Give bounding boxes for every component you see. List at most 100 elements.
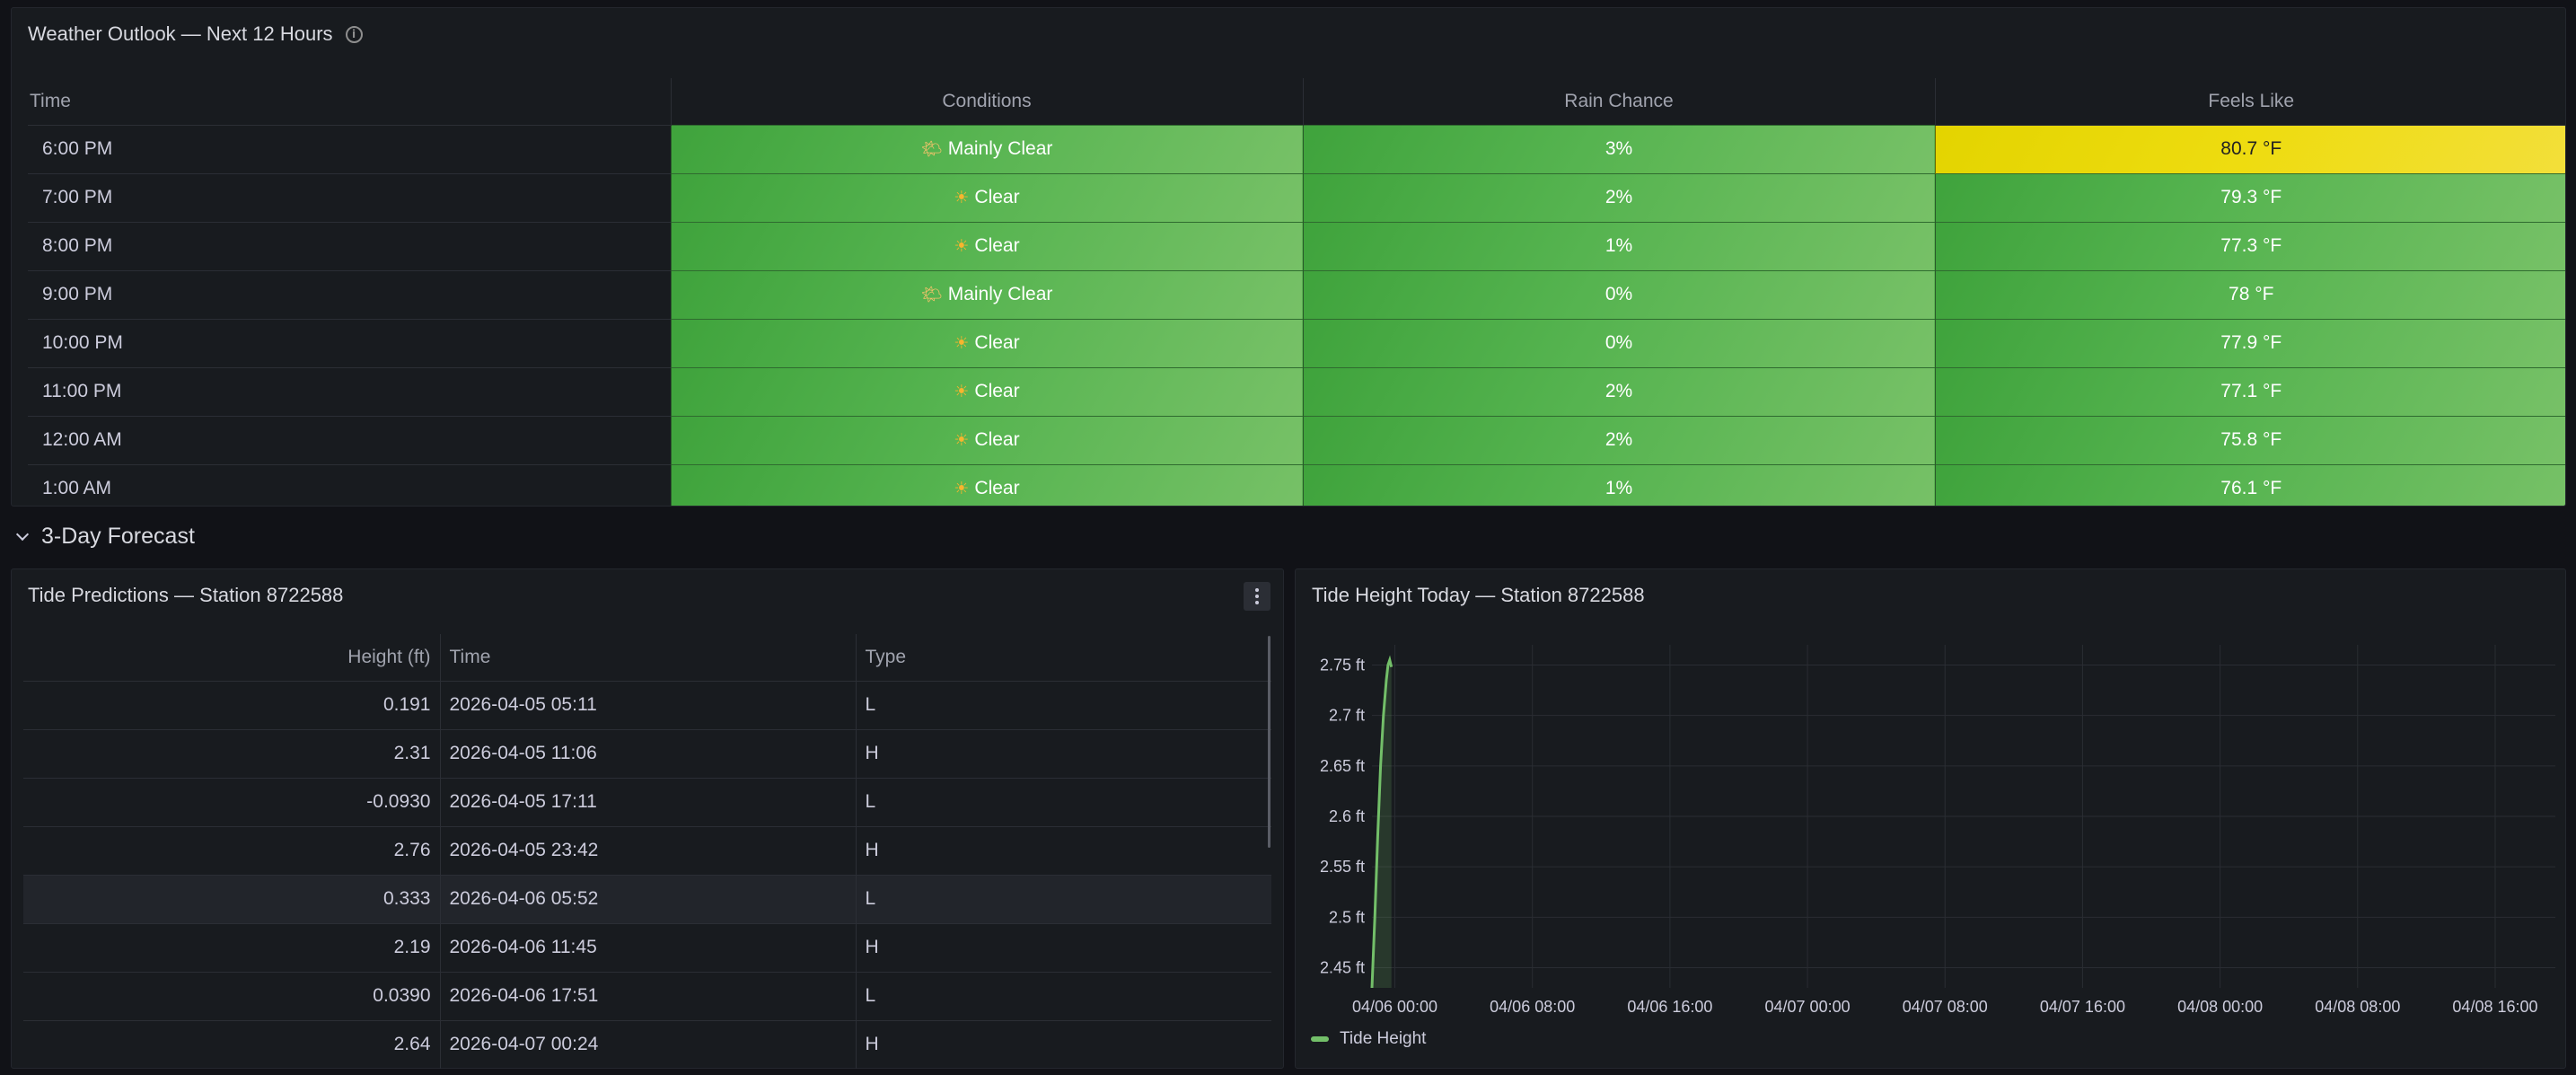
- panel-menu-button[interactable]: [1244, 582, 1270, 611]
- cell-feels-like: 77.1 °F: [1934, 366, 2565, 416]
- tide-chart-panel: Tide Height Today — Station 8722588: [1295, 568, 2566, 1069]
- tide-table: Height (ft) Time Type 0.191 2026-04-05 05…: [23, 634, 1271, 1069]
- info-icon[interactable]: i: [345, 25, 363, 43]
- section-row-3-day-forecast[interactable]: 3-Day Forecast: [15, 524, 195, 550]
- cell-height: 2.19: [23, 922, 441, 972]
- chart-legend[interactable]: Tide Height: [1311, 1029, 1426, 1049]
- cell-time: 2026-04-06 17:51: [440, 971, 857, 1020]
- table-row[interactable]: 0.191 2026-04-05 05:11 L: [23, 680, 1271, 729]
- cell-conditions: ☀ Clear: [670, 463, 1303, 506]
- section-title: 3-Day Forecast: [41, 524, 195, 549]
- weather-row: 1:00 AM ☀ Clear 1% 76.1 °F: [28, 463, 2565, 506]
- weather-row: 10:00 PM ☀ Clear 0% 77.9 °F: [28, 318, 2565, 367]
- conditions-label: Clear: [974, 478, 1020, 499]
- conditions-label: Clear: [974, 235, 1020, 256]
- cell-time: 2026-04-05 23:42: [440, 825, 857, 875]
- cell-conditions: ☀ Clear: [670, 366, 1303, 416]
- legend-label: Tide Height: [1340, 1029, 1427, 1048]
- cell-conditions: ☀ Clear: [670, 318, 1303, 367]
- sun-icon: ☀: [954, 188, 970, 207]
- cell-time: 10:00 PM: [28, 318, 671, 367]
- cell-feels-like: 78 °F: [1934, 269, 2565, 319]
- cell-type: H: [856, 922, 1271, 972]
- panel-title: Tide Predictions — Station 8722588: [28, 584, 343, 607]
- weather-row: 6:00 PM 🌤 Mainly Clear 3% 80.7 °F: [28, 124, 2565, 173]
- cell-type: L: [856, 680, 1271, 729]
- cell-time: 8:00 PM: [28, 221, 671, 270]
- sun-icon: ☀: [954, 430, 970, 450]
- cell-height: -0.0930: [23, 777, 441, 826]
- cell-time: 11:00 PM: [28, 366, 671, 416]
- conditions-label: Mainly Clear: [947, 284, 1053, 304]
- legend-swatch: [1311, 1036, 1329, 1042]
- cell-height: 0.0390: [23, 971, 441, 1020]
- cell-feels-like: 76.1 °F: [1934, 463, 2565, 506]
- cell-time: 2026-04-07 00:24: [440, 1019, 857, 1069]
- column-header-rain-chance[interactable]: Rain Chance: [1303, 78, 1936, 125]
- column-header-height[interactable]: Height (ft): [23, 634, 441, 681]
- cell-feels-like: 75.8 °F: [1934, 415, 2565, 464]
- column-header-time[interactable]: Time: [440, 634, 857, 681]
- weather-row: 7:00 PM ☀ Clear 2% 79.3 °F: [28, 172, 2565, 222]
- cell-time: 12:00 AM: [28, 415, 671, 464]
- conditions-label: Clear: [974, 381, 1020, 401]
- partly-cloudy-icon: 🌤: [920, 139, 943, 159]
- column-header-time[interactable]: Time: [28, 78, 672, 125]
- panel-title: Tide Height Today — Station 8722588: [1312, 584, 1645, 607]
- table-row[interactable]: 0.0390 2026-04-06 17:51 L: [23, 971, 1271, 1020]
- table-row[interactable]: 0.333 2026-04-06 05:52 L: [23, 874, 1271, 923]
- cell-height: 2.76: [23, 825, 441, 875]
- cell-rain-chance: 2%: [1302, 415, 1935, 464]
- weather-table: Time Conditions Rain Chance Feels Like 6…: [28, 78, 2565, 506]
- column-header-feels-like[interactable]: Feels Like: [2208, 90, 2295, 111]
- table-row[interactable]: -0.0930 2026-04-05 17:11 L: [23, 777, 1271, 826]
- table-scrollbar[interactable]: [1268, 636, 1270, 848]
- sun-icon: ☀: [954, 236, 970, 256]
- cell-time: 2026-04-05 17:11: [440, 777, 857, 826]
- cell-type: L: [856, 777, 1271, 826]
- column-header-type[interactable]: Type: [865, 646, 907, 667]
- cell-conditions: 🌤 Mainly Clear: [670, 124, 1303, 173]
- conditions-label: Clear: [974, 187, 1020, 207]
- cell-rain-chance: 2%: [1302, 172, 1935, 222]
- cell-rain-chance: 3%: [1302, 124, 1935, 173]
- tide-chart-title: Tide Height Today — Station 8722588: [1312, 584, 1645, 606]
- cell-type: L: [856, 874, 1271, 923]
- conditions-label: Mainly Clear: [947, 138, 1053, 159]
- cell-time: 9:00 PM: [28, 269, 671, 319]
- tide-table-title: Tide Predictions — Station 8722588: [28, 584, 344, 606]
- column-header-conditions[interactable]: Conditions: [671, 78, 1304, 125]
- cell-time: 1:00 AM: [28, 463, 671, 506]
- chevron-down-icon[interactable]: [15, 527, 30, 541]
- cell-conditions: 🌤 Mainly Clear: [670, 269, 1303, 319]
- sun-icon: ☀: [954, 333, 970, 353]
- cell-feels-like: 77.3 °F: [1934, 221, 2565, 270]
- table-row[interactable]: 2.31 2026-04-05 11:06 H: [23, 728, 1271, 778]
- cell-conditions: ☀ Clear: [670, 172, 1303, 222]
- cell-height: 0.191: [23, 680, 441, 729]
- sun-icon: ☀: [954, 479, 970, 499]
- cell-time: 6:00 PM: [28, 124, 671, 173]
- cell-time: 2026-04-06 05:52: [440, 874, 857, 923]
- cell-type: H: [856, 1019, 1271, 1069]
- conditions-label: Clear: [974, 429, 1020, 450]
- weather-title: Weather Outlook — Next 12 Hours: [28, 22, 333, 45]
- cell-time: 2026-04-05 05:11: [440, 680, 857, 729]
- cell-type: L: [856, 971, 1271, 1020]
- weather-row: 8:00 PM ☀ Clear 1% 77.3 °F: [28, 221, 2565, 270]
- weather-row: 11:00 PM ☀ Clear 2% 77.1 °F: [28, 366, 2565, 416]
- weather-row: 9:00 PM 🌤 Mainly Clear 0% 78 °F: [28, 269, 2565, 319]
- cell-type: H: [856, 728, 1271, 778]
- cell-feels-like: 79.3 °F: [1934, 172, 2565, 222]
- cell-height: 0.333: [23, 874, 441, 923]
- cell-rain-chance: 1%: [1302, 221, 1935, 270]
- table-row[interactable]: 2.76 2026-04-05 23:42 H: [23, 825, 1271, 875]
- panel-title: Weather Outlook — Next 12 Hours i: [28, 22, 363, 46]
- table-row[interactable]: 2.64 2026-04-07 00:24 H: [23, 1019, 1271, 1069]
- table-row[interactable]: 2.19 2026-04-06 11:45 H: [23, 922, 1271, 972]
- weather-row: 12:00 AM ☀ Clear 2% 75.8 °F: [28, 415, 2565, 464]
- cell-rain-chance: 2%: [1302, 366, 1935, 416]
- cell-time: 2026-04-05 11:06: [440, 728, 857, 778]
- weather-panel: Weather Outlook — Next 12 Hours i Time C…: [11, 7, 2566, 507]
- cell-type: H: [856, 825, 1271, 875]
